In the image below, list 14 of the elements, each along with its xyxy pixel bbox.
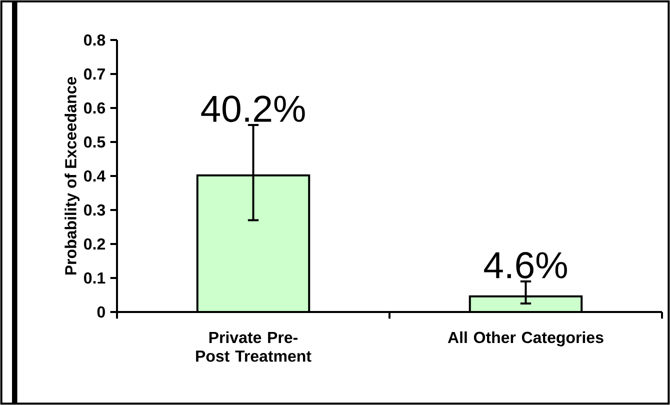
y-tick-label: 0 — [97, 306, 105, 318]
y-tick-label: 0.6 — [84, 102, 106, 114]
x-tick-label: Private Pre-Post Treatment — [196, 331, 312, 362]
y-tick-label: 0.8 — [84, 34, 106, 46]
x-tick-label: All Other Categories — [448, 331, 604, 346]
data-label: 40.2% — [201, 96, 305, 122]
data-label: 4.6% — [484, 252, 567, 278]
y-tick-label: 0.1 — [84, 272, 106, 284]
y-tick-label: 0.2 — [84, 238, 105, 250]
y-tick-label: 0.5 — [84, 136, 106, 148]
y-tick-label: 0.3 — [84, 204, 106, 216]
y-axis-title: Probability of Exceedance — [64, 76, 80, 275]
y-tick-label: 0.7 — [84, 68, 105, 80]
y-tick-label: 0.4 — [84, 170, 106, 182]
